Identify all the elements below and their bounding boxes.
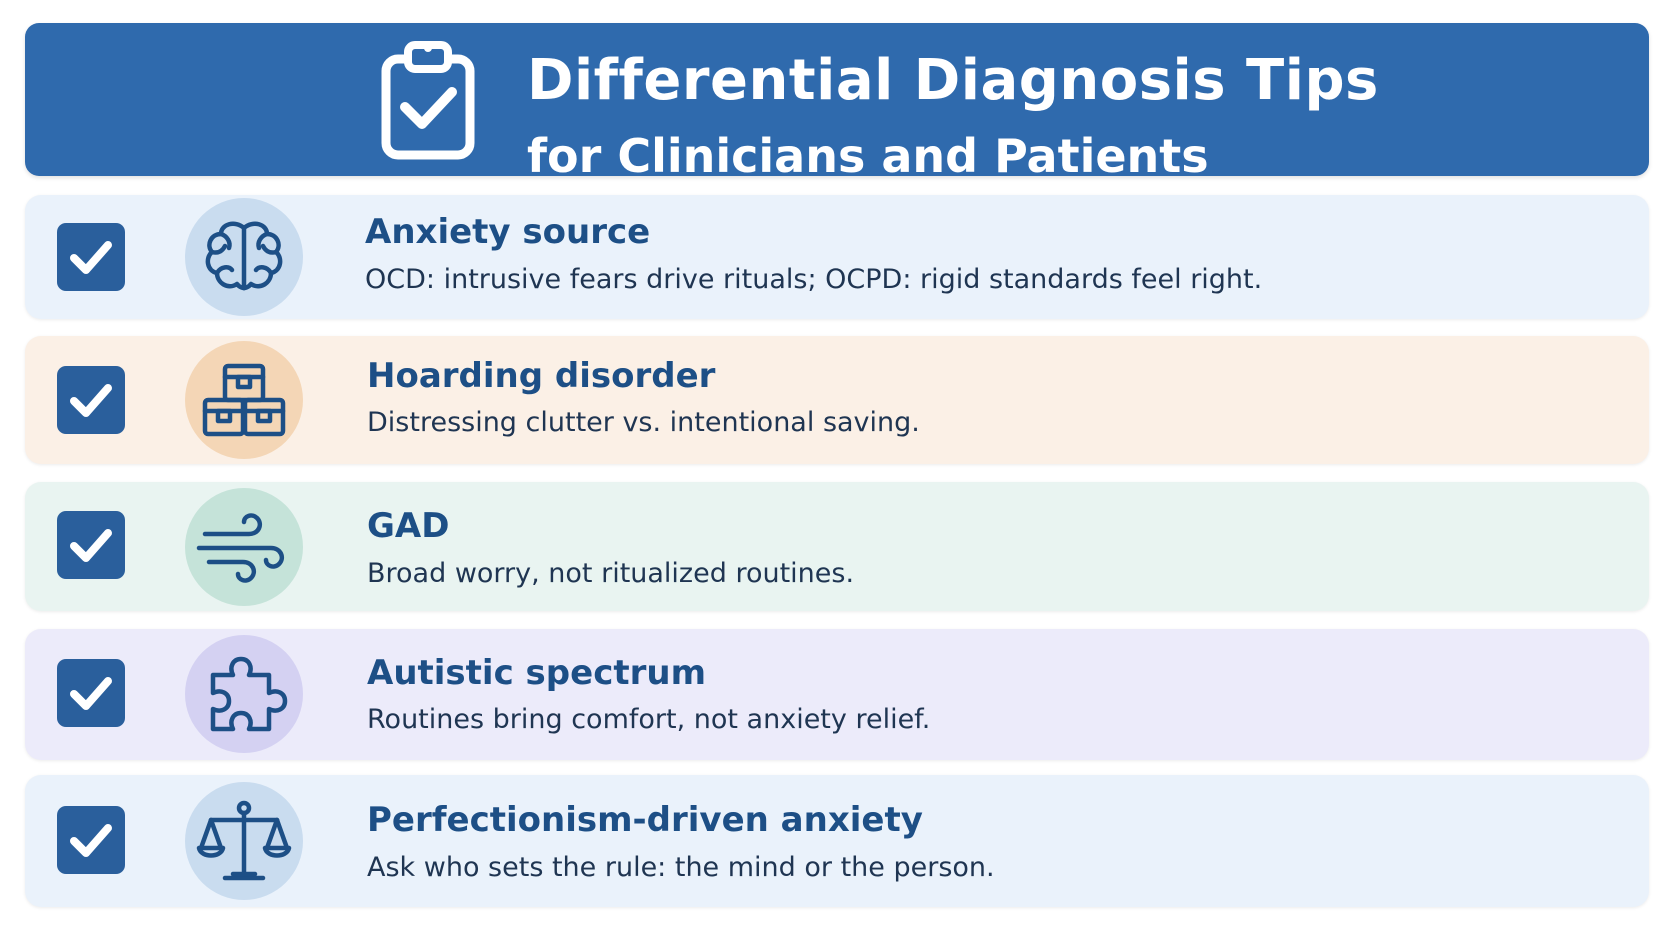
tip-checkbox[interactable] [57, 511, 125, 579]
balance-scale-icon [185, 782, 303, 900]
check-icon [70, 241, 112, 274]
boxes-icon [185, 341, 303, 459]
check-icon [70, 824, 112, 857]
tip-card-perfectionism-driven-anxiety: Perfectionism-driven anxiety Ask who set… [25, 775, 1649, 907]
puzzle-piece-icon [185, 635, 303, 753]
wind-icon [185, 488, 303, 606]
tip-title: Perfectionism-driven anxiety [367, 800, 923, 840]
tip-title: Autistic spectrum [367, 653, 707, 693]
check-icon [70, 529, 112, 562]
clipboard-check-icon [377, 37, 487, 161]
tip-card-hoarding-disorder: Hoarding disorder Distressing clutter vs… [25, 336, 1649, 464]
tip-description: Distressing clutter vs. intentional savi… [367, 407, 920, 438]
tip-description: Ask who sets the rule: the mind or the p… [367, 852, 995, 883]
tip-card-gad: GAD Broad worry, not ritualized routines… [25, 482, 1649, 611]
check-icon [70, 384, 112, 417]
brain-icon [185, 198, 303, 316]
tip-title: Hoarding disorder [367, 356, 716, 396]
check-icon [70, 677, 112, 710]
page-subtitle: for Clinicians and Patients [527, 129, 1209, 183]
tip-checkbox[interactable] [57, 806, 125, 874]
page-title: Differential Diagnosis Tips [527, 48, 1379, 113]
header-banner: Differential Diagnosis Tips for Clinicia… [25, 23, 1649, 183]
tip-title: Anxiety source [365, 212, 651, 252]
tip-checkbox[interactable] [57, 223, 125, 291]
tip-card-anxiety-source: Anxiety source OCD: intrusive fears driv… [25, 195, 1649, 319]
tip-description: OCD: intrusive fears drive rituals; OCPD… [365, 264, 1263, 295]
tip-card-autistic-spectrum: Autistic spectrum Routines bring comfort… [25, 629, 1649, 760]
tip-description: Routines bring comfort, not anxiety reli… [367, 704, 931, 735]
tip-checkbox[interactable] [57, 659, 125, 727]
tip-checkbox[interactable] [57, 366, 125, 434]
tip-title: GAD [367, 506, 450, 546]
tip-description: Broad worry, not ritualized routines. [367, 558, 855, 589]
